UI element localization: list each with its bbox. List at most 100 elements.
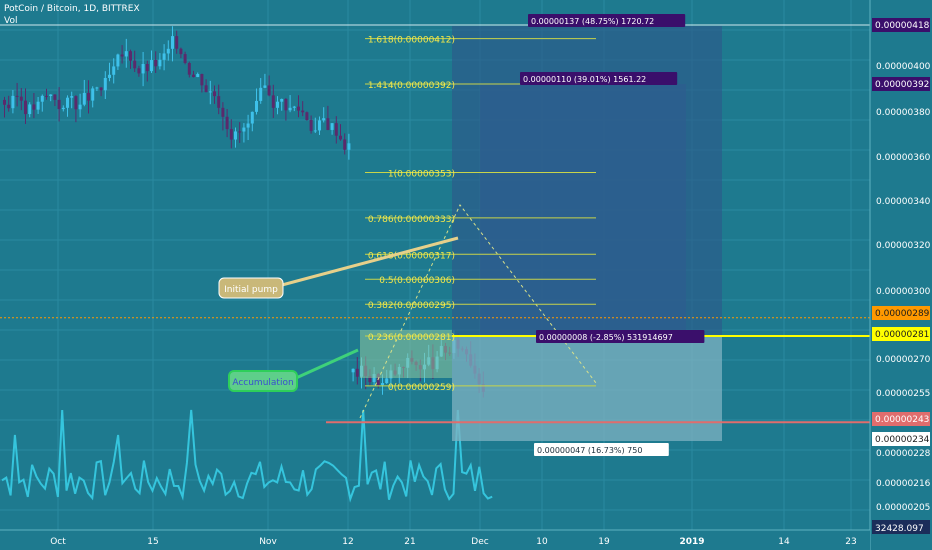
candle-body: [250, 111, 254, 124]
fibonacci-levels[interactable]: 1.618(0.00000412) 1.414(0.00000392) 1(0.00…: [365, 36, 596, 393]
x-tick-label: 12: [342, 537, 353, 547]
y-tick-label: 0.00000340: [876, 197, 931, 207]
y-tick-label: 0.00000216: [876, 479, 931, 489]
projection-label-bg: [534, 443, 669, 456]
candle-body: [187, 62, 191, 75]
candle-body: [208, 91, 212, 93]
price-badge-bg: [872, 327, 930, 341]
candle-body: [150, 59, 153, 72]
candle-body: [318, 120, 321, 131]
price-badge-bg: [872, 18, 930, 32]
candle-body: [368, 376, 372, 383]
projection-label: 0.00000047 (16.73%) 750: [537, 446, 642, 455]
candle-body: [326, 118, 330, 130]
candle-body: [175, 36, 179, 49]
candle-body: [49, 94, 53, 96]
price-badge: 0.00000234: [875, 435, 930, 445]
x-tick-label: Oct: [50, 537, 66, 547]
y-tick-label: 0.00000255: [876, 389, 930, 399]
candle-body: [112, 66, 116, 75]
candle-body: [45, 95, 48, 97]
candle-body: [229, 129, 233, 140]
candle-body: [347, 143, 351, 150]
grid-lines: [0, 0, 870, 530]
price-badge: 0.00000392: [875, 80, 929, 90]
y-tick-label: 0.00000360: [876, 153, 931, 163]
loss-box: [452, 335, 722, 441]
y-tick-label: 0.00000300: [876, 287, 931, 297]
price-badge-bg: [872, 432, 930, 446]
candle-body: [116, 54, 120, 67]
x-tick-label: 2019: [679, 537, 704, 547]
candle-body: [103, 77, 107, 91]
fib-level-label: 0(0.00000259): [388, 383, 455, 393]
candle-body: [171, 36, 174, 49]
projection-label: 0.00000137 (48.75%) 1720.72: [531, 17, 654, 26]
candle-body: [355, 368, 359, 377]
volume-label: Vol: [4, 16, 18, 26]
candle-body: [313, 130, 317, 132]
candle-body: [204, 85, 208, 93]
candle-body: [330, 123, 334, 130]
x-tick-label: 19: [598, 537, 610, 547]
accumulation-arrow: [295, 348, 359, 380]
price-badge-bg: [872, 77, 930, 91]
candle-body: [19, 96, 23, 101]
candle-body: [74, 96, 78, 110]
candle-body: [385, 378, 389, 384]
fib-level-label: 1.618(0.00000412): [368, 36, 455, 46]
candle-body: [70, 96, 74, 98]
price-badge: 0.00000289: [875, 309, 930, 319]
annotations[interactable]: 0.00000137 (48.75%) 1720.72 0.00000110 (3…: [218, 14, 705, 456]
candle-body: [238, 131, 242, 133]
candle-body: [32, 104, 36, 110]
volume-badge: 32428.097: [875, 524, 924, 534]
projection-label-bg: [528, 14, 686, 27]
projection-label-bg: [520, 72, 678, 85]
volume-line: [1, 409, 493, 503]
candle-body: [137, 68, 141, 74]
candle-body: [179, 48, 183, 55]
candle-body: [309, 119, 313, 131]
candle-body: [66, 97, 69, 108]
candle-body: [284, 98, 288, 111]
y-tick-label: 0.00000320: [876, 241, 931, 251]
x-tick-label: 15: [147, 537, 158, 547]
candle-body: [351, 368, 355, 373]
y-tick-label: 0.00000228: [876, 449, 931, 459]
accumulation-box: [360, 330, 452, 378]
candle-body: [166, 48, 170, 54]
y-tick-label: 0.00000205: [876, 503, 930, 513]
x-axis: Oct 15 Nov 12 21 Dec 10 19 2019 14 23: [0, 529, 870, 550]
fib-level-label: 1.414(0.00000392): [368, 81, 455, 91]
projection-box-inner: [480, 84, 686, 335]
candle-body: [154, 59, 158, 67]
y-axis: 0.00000400 0.00000380 0.00000360 0.00000340…: [869, 0, 932, 550]
x-tick-label: 14: [778, 537, 790, 547]
candle-body: [334, 123, 338, 136]
accumulation-callout: [228, 370, 298, 392]
candle-body: [24, 100, 27, 115]
candle-body: [7, 104, 11, 109]
candle-body: [99, 87, 103, 91]
x-tick-label: 23: [845, 537, 856, 547]
fib-level-label: 0.382(0.00000295): [368, 301, 455, 311]
candle-body: [280, 98, 284, 102]
initial-pump-callout: [218, 277, 284, 299]
candle-body: [95, 87, 99, 89]
price-badge: 0.00000418: [875, 21, 930, 31]
x-tick-label: 21: [404, 537, 415, 547]
pump-dashed-path: [359, 204, 597, 419]
candle-body: [87, 92, 90, 101]
y-tick-label: 0.00000380: [876, 108, 931, 118]
candle-body: [57, 99, 61, 110]
projection-zones: [359, 26, 722, 441]
candle-body: [133, 60, 137, 69]
price-badge-bg: [872, 306, 930, 320]
candle-body: [192, 74, 195, 78]
candle-body: [343, 139, 347, 150]
fib-level-label: 0.236(0.00000281): [368, 333, 455, 343]
candle-body: [292, 106, 296, 108]
